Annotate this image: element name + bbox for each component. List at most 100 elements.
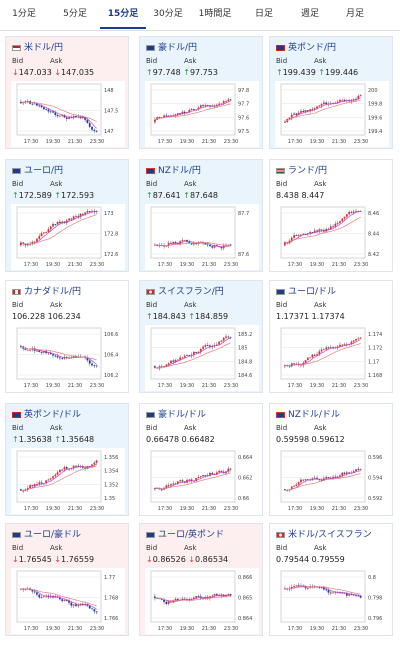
candle-body xyxy=(195,243,198,245)
bid-label: Bid xyxy=(12,544,24,552)
candle-body xyxy=(33,103,36,105)
candle-body xyxy=(306,587,309,589)
rate-card[interactable]: NZドル/ドル Bid Ask 0.59598 0.59612 0.596 0.594 0.… xyxy=(269,403,393,516)
candle-body xyxy=(49,352,52,355)
candle-body xyxy=(26,243,29,246)
candle-body xyxy=(181,480,184,482)
rate-card[interactable]: 豪ドル/円 Bid Ask ↑97.748 ↑97.753 97.8 97.7 97.6 97… xyxy=(139,36,263,149)
moving-average-line xyxy=(20,463,97,491)
tab-7[interactable]: 月足 xyxy=(345,9,364,19)
tab-0[interactable]: 1分足 xyxy=(12,9,36,19)
candle-body xyxy=(174,598,177,601)
candle-body xyxy=(26,349,29,351)
candle-body xyxy=(209,345,211,348)
pair-title-link[interactable]: 米ドル/スイスフラン xyxy=(276,527,372,540)
pair-title-link[interactable]: スイスフラン/円 xyxy=(146,284,224,297)
quote-values: ↑199.439 ↑199.446 xyxy=(276,68,358,77)
candle-body xyxy=(91,608,93,610)
moving-average-line xyxy=(284,343,361,367)
candle-body xyxy=(93,365,96,367)
rate-card[interactable]: カナダドル/円 Bid Ask 106.228 106.234 106.6 106.4 10… xyxy=(5,280,129,393)
pair-title-link[interactable]: カナダドル/円 xyxy=(12,284,81,297)
candle-body xyxy=(88,211,91,212)
pair-title-link[interactable]: 豪ドル/ドル xyxy=(146,407,206,420)
pair-title-link[interactable]: ユーロ/豪ドル xyxy=(12,527,81,540)
rate-card[interactable]: ユーロ/ドル Bid Ask 1.17371 1.17374 1.174 1.172 1.1… xyxy=(269,280,393,393)
candle-body xyxy=(160,489,163,491)
rate-card[interactable]: 米ドル/スイスフラン Bid Ask 0.79544 0.79559 0.8 0.798 0… xyxy=(269,523,393,636)
candle-body xyxy=(209,244,211,247)
pair-name: 米ドル/スイスフラン xyxy=(288,530,372,540)
rate-card[interactable]: 米ドル/円 Bid Ask ↓147.033 ↓147.035 148 147.5 147 1… xyxy=(5,36,129,149)
tab-2[interactable]: 15分足 xyxy=(100,0,146,29)
candle-body xyxy=(158,117,161,118)
tab-3[interactable]: 30分足 xyxy=(153,9,183,19)
candle-body xyxy=(197,477,200,478)
candle-body xyxy=(38,482,41,484)
candle-body xyxy=(49,478,52,480)
up-arrow-icon: ↑ xyxy=(54,435,62,444)
pair-title-link[interactable]: 米ドル/円 xyxy=(12,40,63,53)
candle-body xyxy=(334,591,337,593)
candle-body xyxy=(222,101,225,104)
x-tick-label: 21:30 xyxy=(202,383,216,389)
candle-body xyxy=(186,240,188,242)
x-tick-label: 19:30 xyxy=(180,383,194,389)
candle-body xyxy=(341,472,344,476)
rate-card[interactable]: 豪ドル/ドル Bid Ask 0.66478 0.66482 0.664 0.662 0.6… xyxy=(139,403,263,516)
candle-body xyxy=(290,237,293,241)
pair-title-link[interactable]: 英ポンド/円 xyxy=(276,40,336,53)
candle-body xyxy=(357,595,360,597)
rate-card[interactable]: 英ポンド/ドル Bid Ask ↑1.35638 ↑1.35648 1.356 1.354… xyxy=(5,403,129,516)
candle-body xyxy=(318,351,321,355)
ask-label: Ask xyxy=(50,424,63,432)
pair-title-link[interactable]: NZドル/ドル xyxy=(276,407,340,420)
candle-body xyxy=(77,605,80,607)
pair-title-link[interactable]: ユーロ/ドル xyxy=(276,284,336,297)
pair-title-link[interactable]: NZドル/円 xyxy=(146,163,201,176)
x-tick-label: 23:30 xyxy=(224,262,238,268)
bid-value: 172.589 xyxy=(18,191,52,200)
ask-value: 172.593 xyxy=(61,191,95,200)
candle-body xyxy=(72,216,75,220)
candle-body xyxy=(204,475,207,476)
rate-card[interactable]: ユーロ/英ポンド Bid Ask ↓0.86526 ↓0.86534 0.866 0.86… xyxy=(139,523,263,636)
pair-title-link[interactable]: 豪ドル/円 xyxy=(146,40,197,53)
candle-body xyxy=(297,585,300,587)
ask-value: 1.17374 xyxy=(311,312,345,321)
pair-title-link[interactable]: ユーロ/英ポンド xyxy=(146,527,224,540)
y-tick-label: 106.6 xyxy=(104,332,118,338)
tab-4[interactable]: 1時間足 xyxy=(198,9,232,19)
candle-body xyxy=(40,596,43,598)
pair-title-link[interactable]: 英ポンド/ドル xyxy=(12,407,81,420)
rate-card[interactable]: 英ポンド/円 Bid Ask ↑199.439 ↑199.446 200 199.8 199… xyxy=(269,36,393,149)
tab-5[interactable]: 日足 xyxy=(254,9,273,19)
x-tick-label: 23:30 xyxy=(90,383,104,389)
x-tick-label: 21:30 xyxy=(202,139,216,145)
tab-1[interactable]: 5分足 xyxy=(63,9,87,19)
candle-body xyxy=(295,363,298,365)
flag-icon xyxy=(276,44,285,51)
y-tick-label: 147 xyxy=(104,129,114,135)
rate-card[interactable]: ユーロ/円 Bid Ask ↑172.589 ↑172.593 173 172.8 172.… xyxy=(5,159,129,272)
candle-body xyxy=(33,241,36,243)
candle-body xyxy=(154,366,156,368)
pair-title-link[interactable]: ユーロ/円 xyxy=(12,163,63,176)
price-chart: 1.77 1.768 1.766 17:30 19:30 21:30 23:30 xyxy=(11,568,125,634)
rate-card[interactable]: ユーロ/豪ドル Bid Ask ↓1.76545 ↓1.76559 1.77 1.768 1… xyxy=(5,523,129,636)
candle-body xyxy=(197,351,200,353)
y-tick-label: 147.5 xyxy=(104,109,118,115)
rate-card[interactable]: スイスフラン/円 Bid Ask ↑184.843 ↑184.859 185.2 185 1… xyxy=(139,280,263,393)
x-tick-label: 19:30 xyxy=(310,506,324,512)
quote-values: ↓1.76545 ↓1.76559 xyxy=(12,555,94,564)
rate-card[interactable]: ランド/円 Bid Ask 8.438 8.447 8.46 8.44 8.42 17:30 1… xyxy=(269,159,393,272)
candle-body xyxy=(163,599,165,602)
pair-title-link[interactable]: ランド/円 xyxy=(276,163,327,176)
candle-body xyxy=(154,244,156,246)
rate-card[interactable]: NZドル/円 Bid Ask ↑87.641 ↑87.648 87.7 87.6 17:30… xyxy=(139,159,263,272)
candle-body xyxy=(334,476,337,478)
candle-body xyxy=(341,218,344,222)
candle-body xyxy=(229,99,232,101)
x-tick-label: 17:30 xyxy=(24,506,38,512)
tab-6[interactable]: 週足 xyxy=(300,9,319,19)
